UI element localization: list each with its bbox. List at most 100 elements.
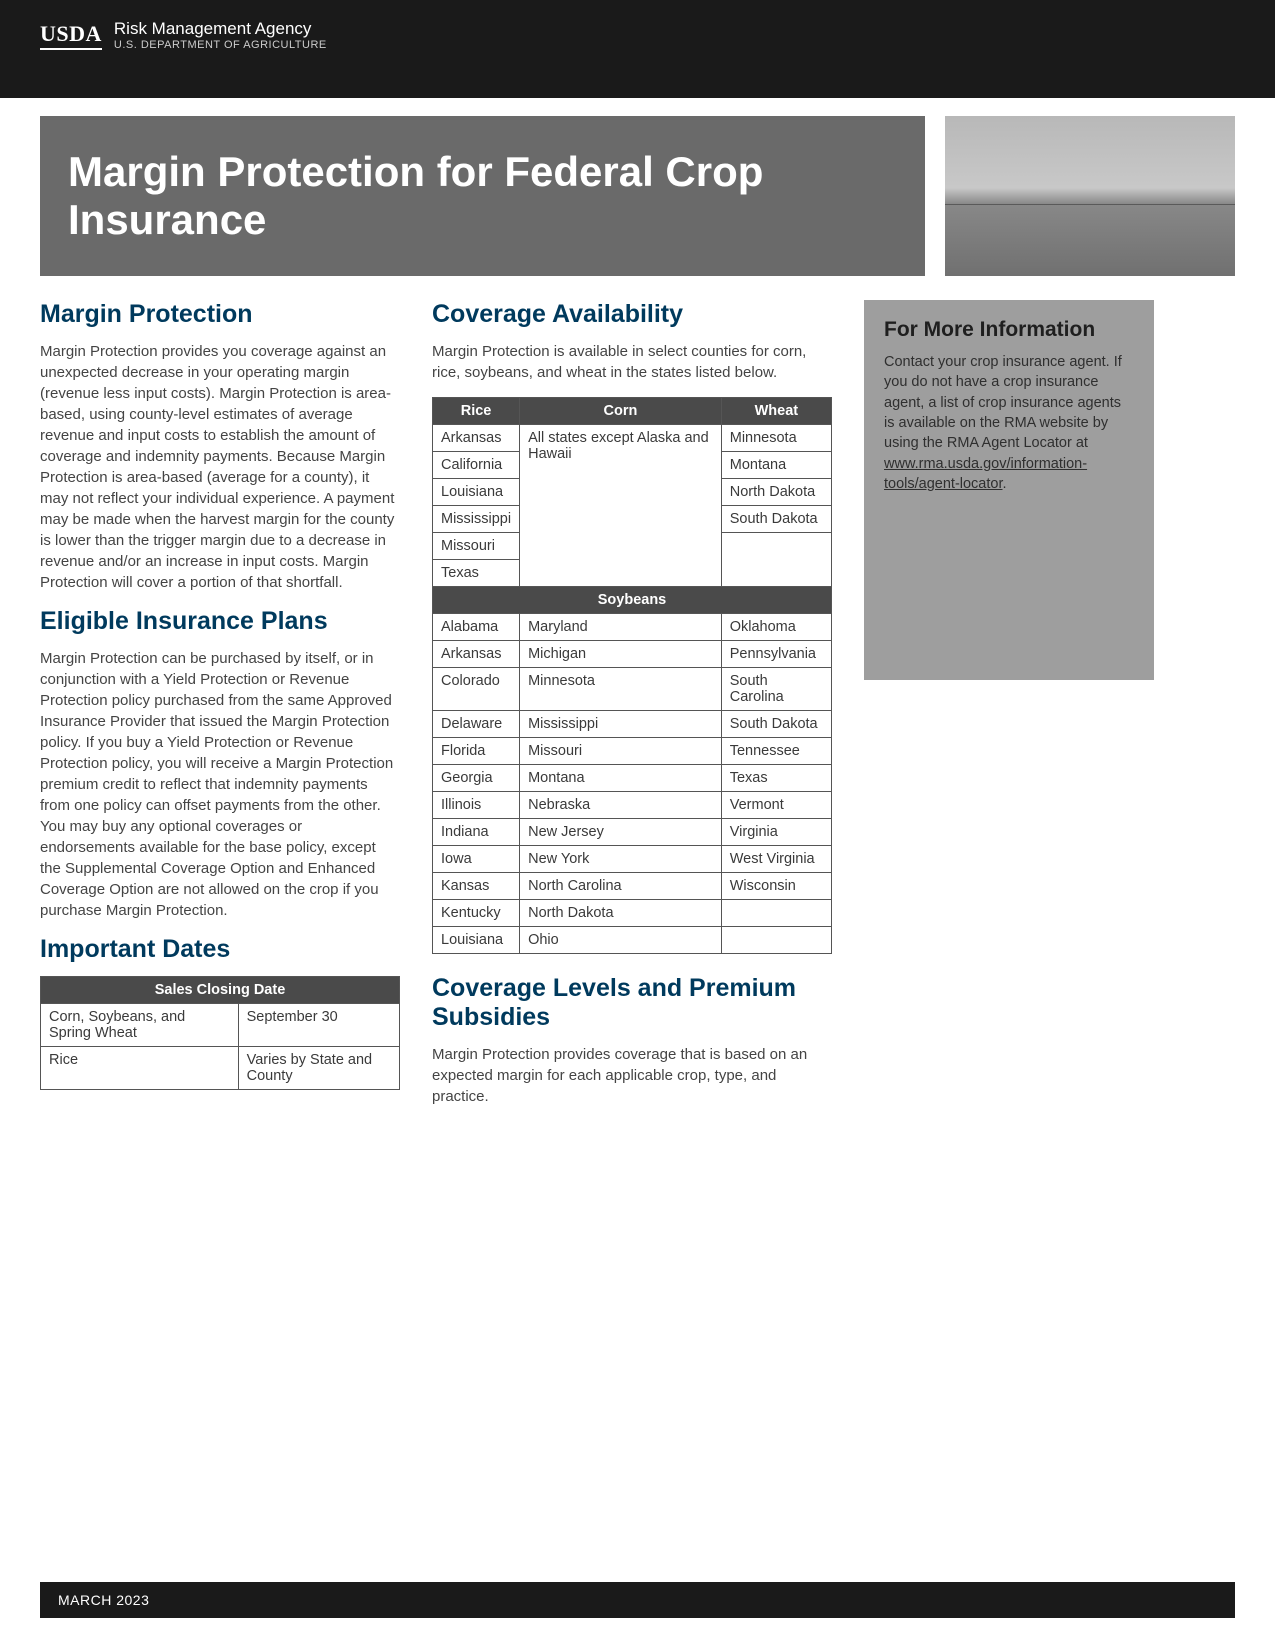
hero-image <box>945 116 1235 276</box>
text-eligible-plans: Margin Protection can be purchased by it… <box>40 648 400 921</box>
cell <box>721 900 831 927</box>
cell: Maryland <box>520 614 722 641</box>
cell: Delaware <box>433 711 520 738</box>
cell <box>721 533 831 587</box>
cell: North Dakota <box>721 479 831 506</box>
hero-title-box: Margin Protection for Federal Crop Insur… <box>40 116 925 276</box>
table-row: IndianaNew JerseyVirginia <box>433 819 832 846</box>
cell: Missouri <box>433 533 520 560</box>
cell: Kansas <box>433 873 520 900</box>
cell: Tennessee <box>721 738 831 765</box>
cell: New Jersey <box>520 819 722 846</box>
cell: Georgia <box>433 765 520 792</box>
table-row: DelawareMississippiSouth Dakota <box>433 711 832 738</box>
column-left: Margin Protection Margin Protection prov… <box>40 300 400 1121</box>
heading-eligible-plans: Eligible Insurance Plans <box>40 607 400 636</box>
info-heading: For More Information <box>884 318 1134 342</box>
cell: North Dakota <box>520 900 722 927</box>
cell: South Dakota <box>721 711 831 738</box>
text-coverage-availability: Margin Protection is available in select… <box>432 341 832 383</box>
dates-table: Sales Closing Date Corn, Soybeans, and S… <box>40 976 400 1090</box>
table-row: Corn, Soybeans, and Spring Wheat Septemb… <box>41 1004 400 1047</box>
heading-important-dates: Important Dates <box>40 935 400 964</box>
cell: Ohio <box>520 927 722 954</box>
column-right: For More Information Contact your crop i… <box>864 300 1154 1121</box>
info-text: Contact your crop insurance agent. If yo… <box>884 352 1134 494</box>
cell: Michigan <box>520 641 722 668</box>
cell: New York <box>520 846 722 873</box>
cell: Minnesota <box>721 425 831 452</box>
cell: South Carolina <box>721 668 831 711</box>
usda-logo: USDA <box>40 21 102 50</box>
cell: Wisconsin <box>721 873 831 900</box>
cell: Vermont <box>721 792 831 819</box>
cell: Alabama <box>433 614 520 641</box>
table-row: Rice Varies by State and County <box>41 1047 400 1090</box>
dates-crop: Corn, Soybeans, and Spring Wheat <box>41 1004 239 1047</box>
hero-row: Margin Protection for Federal Crop Insur… <box>0 98 1275 276</box>
footer-date: MARCH 2023 <box>58 1592 149 1608</box>
cell: Arkansas <box>433 641 520 668</box>
table-row: ArkansasMichiganPennsylvania <box>433 641 832 668</box>
coverage-table: Rice Corn Wheat Arkansas All states exce… <box>432 397 832 954</box>
cell: Mississippi <box>433 506 520 533</box>
cell: Colorado <box>433 668 520 711</box>
cell: Montana <box>721 452 831 479</box>
cell: Kentucky <box>433 900 520 927</box>
heading-coverage-availability: Coverage Availability <box>432 300 832 329</box>
agency-name: Risk Management Agency <box>114 19 327 39</box>
header-bar: USDA Risk Management Agency U.S. DEPARTM… <box>0 0 1275 70</box>
cell: Illinois <box>433 792 520 819</box>
footer-bar: MARCH 2023 <box>40 1582 1235 1618</box>
table-row: KentuckyNorth Dakota <box>433 900 832 927</box>
main-content: Margin Protection Margin Protection prov… <box>0 276 1275 1121</box>
text-coverage-levels: Margin Protection provides coverage that… <box>432 1044 832 1107</box>
table-row: ColoradoMinnesotaSouth Carolina <box>433 668 832 711</box>
col-corn: Corn <box>520 398 722 425</box>
cell: Montana <box>520 765 722 792</box>
cell: California <box>433 452 520 479</box>
cell-corn: All states except Alaska and Hawaii <box>520 425 722 587</box>
table-row: IowaNew YorkWest Virginia <box>433 846 832 873</box>
heading-coverage-levels: Coverage Levels and Premium Subsidies <box>432 974 832 1032</box>
info-text-a: Contact your crop insurance agent. If yo… <box>884 354 1122 451</box>
cell: North Carolina <box>520 873 722 900</box>
agency-text-block: Risk Management Agency U.S. DEPARTMENT O… <box>114 19 327 51</box>
table-row: LouisianaOhio <box>433 927 832 954</box>
table-row: FloridaMissouriTennessee <box>433 738 832 765</box>
header-strip <box>0 70 1275 98</box>
dates-crop: Rice <box>41 1047 239 1090</box>
cell: Missouri <box>520 738 722 765</box>
cell: South Dakota <box>721 506 831 533</box>
cell: Virginia <box>721 819 831 846</box>
table-row: AlabamaMarylandOklahoma <box>433 614 832 641</box>
cell: Pennsylvania <box>721 641 831 668</box>
cell: Florida <box>433 738 520 765</box>
col-soybeans: Soybeans <box>433 587 832 614</box>
cell: Louisiana <box>433 927 520 954</box>
table-row: KansasNorth CarolinaWisconsin <box>433 873 832 900</box>
cell: Texas <box>433 560 520 587</box>
cell: Iowa <box>433 846 520 873</box>
table-row: GeorgiaMontanaTexas <box>433 765 832 792</box>
dates-value: September 30 <box>238 1004 399 1047</box>
cell <box>721 927 831 954</box>
dates-table-header: Sales Closing Date <box>41 977 400 1004</box>
info-box: For More Information Contact your crop i… <box>864 300 1154 680</box>
table-row: Arkansas All states except Alaska and Ha… <box>433 425 832 452</box>
cell: Indiana <box>433 819 520 846</box>
cell: Minnesota <box>520 668 722 711</box>
cell: Arkansas <box>433 425 520 452</box>
cell: Nebraska <box>520 792 722 819</box>
cell: Louisiana <box>433 479 520 506</box>
dates-value: Varies by State and County <box>238 1047 399 1090</box>
cell: West Virginia <box>721 846 831 873</box>
cell: Mississippi <box>520 711 722 738</box>
col-rice: Rice <box>433 398 520 425</box>
heading-margin-protection: Margin Protection <box>40 300 400 329</box>
col-wheat: Wheat <box>721 398 831 425</box>
agent-locator-link[interactable]: www.rma.usda.gov/information-tools/agent… <box>884 456 1087 492</box>
cell: Texas <box>721 765 831 792</box>
table-row: IllinoisNebraskaVermont <box>433 792 832 819</box>
column-middle: Coverage Availability Margin Protection … <box>432 300 832 1121</box>
